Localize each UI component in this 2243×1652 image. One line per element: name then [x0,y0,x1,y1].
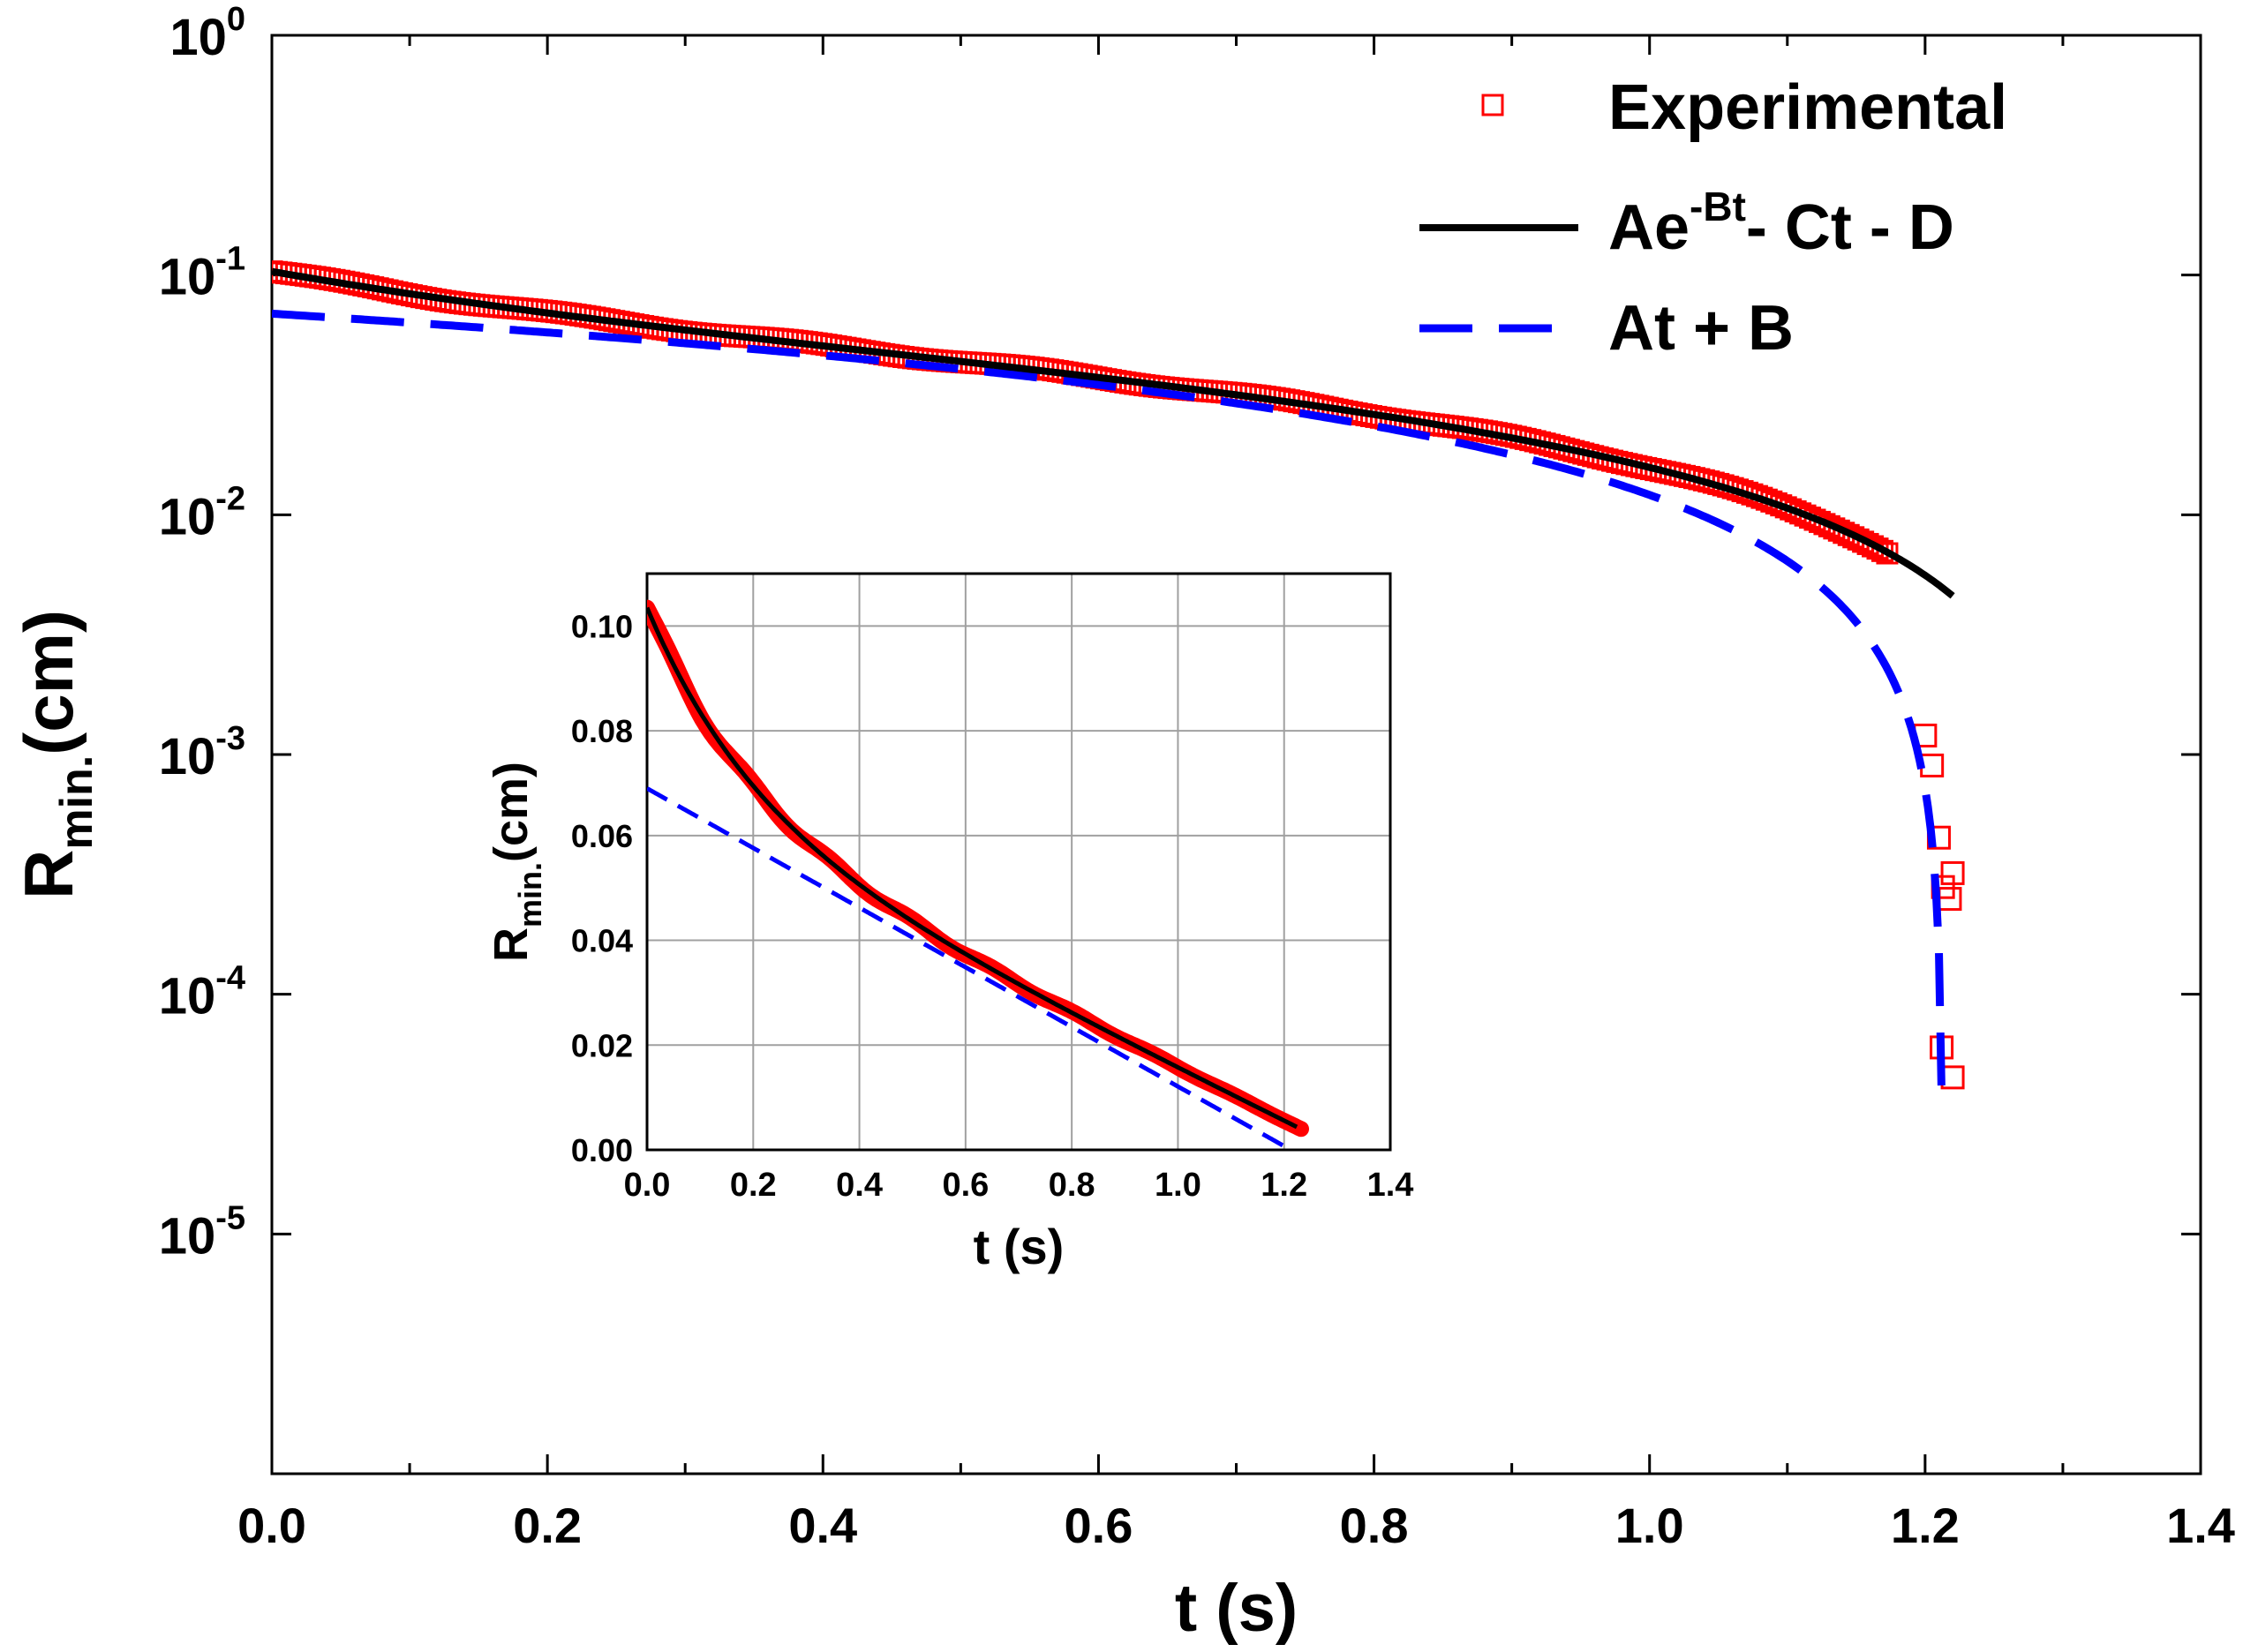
main-x-tick-label: 0.8 [1340,1498,1409,1553]
inset-x-axis-title: t (s) [974,1219,1065,1274]
inset-x-tick-label: 0.4 [836,1167,883,1204]
experimental-point [1940,860,1965,885]
main-x-tick-label: 1.0 [1615,1498,1684,1553]
inset-y-tick-label: 0.00 [571,1132,633,1168]
experimental-point [1876,542,1899,565]
main-x-tick-label: 1.4 [2166,1498,2235,1553]
main-y-tick-label: 10-4 [159,960,245,1025]
inset-y-tick-label: 0.02 [571,1027,633,1063]
main-data-layer [272,260,1965,1098]
inset-y-tick-label: 0.04 [571,923,633,959]
inset-linear-fit-line [647,786,1292,1150]
exponential-fit-line [272,267,1955,599]
main-x-tick-label: 0.2 [513,1498,582,1553]
inset-x-tick-label: 1.2 [1261,1167,1307,1204]
inset-y-tick-label: 0.08 [571,713,633,749]
inset-x-tick-label: 0.6 [942,1167,989,1204]
inset-plot-frame [645,572,1392,1152]
legend-label-linear: At + B [1608,293,1794,364]
inset-exponential-fit-line [647,606,1298,1130]
inset-y-axis-title: Rmin.(cm) [485,762,548,962]
inset-data-layer [647,599,1309,1150]
main-x-tick-label: 0.0 [237,1498,306,1553]
inset-x-tick-label: 0.8 [1049,1167,1095,1204]
main-x-tick-label: 0.4 [788,1498,857,1553]
main-y-tick-label: 100 [169,1,245,66]
main-y-tick-label: 10-3 [159,720,245,785]
inset-y-tick-label: 0.10 [571,608,633,644]
main-y-tick-label: 10-5 [159,1199,245,1265]
main-y-axis-title: Rmin.(cm) [10,610,102,899]
main-x-tick-label: 1.2 [1891,1498,1960,1553]
inset-x-tick-label: 0.2 [730,1167,777,1204]
main-y-tick-label: 10-2 [159,480,245,545]
legend-marker-experimental [1481,94,1504,116]
main-chart: 0.0 0.2 0.4 0.6 0.8 1.0 1.2 1.4 100 10-1 10-2 10-3 1… [10,1,2235,1646]
main-x-axis-title: t (s) [1175,1571,1298,1646]
legend-label-experimental: Experimental [1608,72,2007,143]
main-x-tick-label: 0.6 [1064,1498,1133,1553]
inset-x-tick-label: 1.4 [1367,1167,1414,1204]
main-y-tick-label: 10-1 [159,241,245,306]
legend: Experimental Ae-Bt- Ct - D At + B [1419,72,2007,364]
linear-fit-line [272,309,1946,1098]
inset-chart: 0.0 0.2 0.4 0.6 0.8 1.0 1.2 1.4 0.00 0.02 0.04 0.06… [485,572,1414,1274]
legend-label-exponential: Ae-Bt- Ct - D [1608,184,1954,263]
inset-x-tick-label: 0.0 [624,1167,671,1204]
inset-y-tick-label: 0.06 [571,818,633,854]
inset-x-tick-label: 1.0 [1155,1167,1201,1204]
inset-background [647,574,1390,1150]
